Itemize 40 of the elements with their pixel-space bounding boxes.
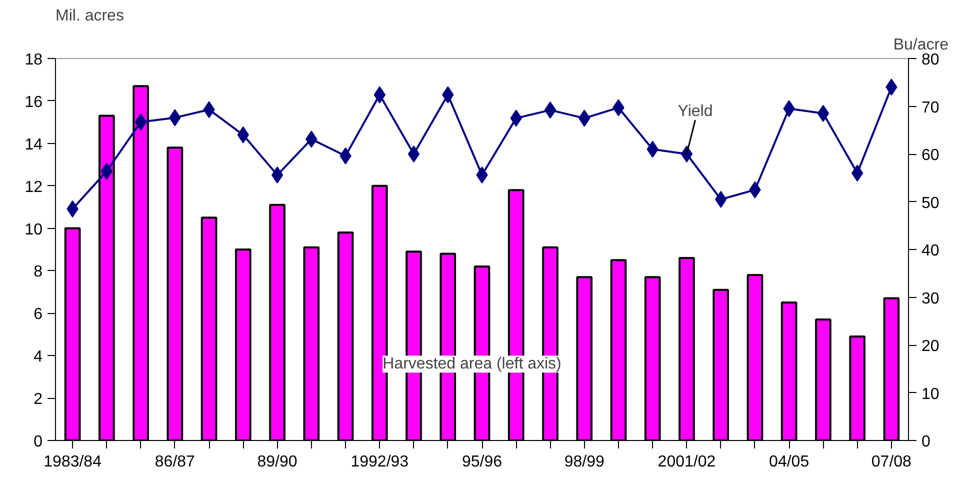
y-tick-label: 8 xyxy=(34,264,43,281)
x-tick-label: 2001/02 xyxy=(658,454,716,470)
annotation: Harvested area (left axis) xyxy=(382,356,562,373)
x-tick-label: 89/90 xyxy=(257,454,298,470)
y-tick-label: 4 xyxy=(34,348,43,366)
y-tick-label: 14 xyxy=(24,136,43,154)
y2-axis-title: Bu/acre xyxy=(893,36,949,54)
y-tick-label: 18 xyxy=(24,52,43,68)
x-tick-label: 1992/93 xyxy=(350,454,409,470)
point xyxy=(271,166,284,184)
y-tick-label: 0 xyxy=(34,434,43,450)
point xyxy=(134,114,147,131)
point xyxy=(851,164,864,182)
point xyxy=(100,162,113,180)
point xyxy=(544,102,556,119)
y2-tick-label: 10 xyxy=(922,386,940,403)
y-axis-title: Mil. acres xyxy=(56,8,124,24)
point xyxy=(680,146,693,162)
y-tick-label: 2 xyxy=(34,391,43,408)
y2-tick-label: 0 xyxy=(922,434,930,450)
x-tick-label: 07/08 xyxy=(871,454,912,470)
y-tick-label: 6 xyxy=(34,306,43,324)
annotation: Yield xyxy=(678,103,713,120)
y2-tick-label: 80 xyxy=(922,52,940,68)
x-tick-label: 98/99 xyxy=(564,454,604,470)
point xyxy=(817,104,830,122)
y2-tick-label: 30 xyxy=(922,290,940,308)
y-tick-label: 10 xyxy=(24,221,43,238)
x-tick-label: 04/05 xyxy=(769,454,810,470)
x-tick-label: 95/96 xyxy=(462,454,502,470)
y-tick-label: 16 xyxy=(24,94,43,111)
y-tick-label: 12 xyxy=(24,178,43,196)
point xyxy=(408,146,420,162)
y2-tick-label: 50 xyxy=(922,194,940,212)
y2-tick-label: 70 xyxy=(922,99,940,116)
x-tick-label: 1983/84 xyxy=(44,454,102,470)
x-tick-label: 86/87 xyxy=(154,454,196,470)
y2-tick-label: 20 xyxy=(922,338,940,355)
y2-tick-label: 60 xyxy=(922,147,940,164)
y2-tick-label: 40 xyxy=(922,242,940,260)
